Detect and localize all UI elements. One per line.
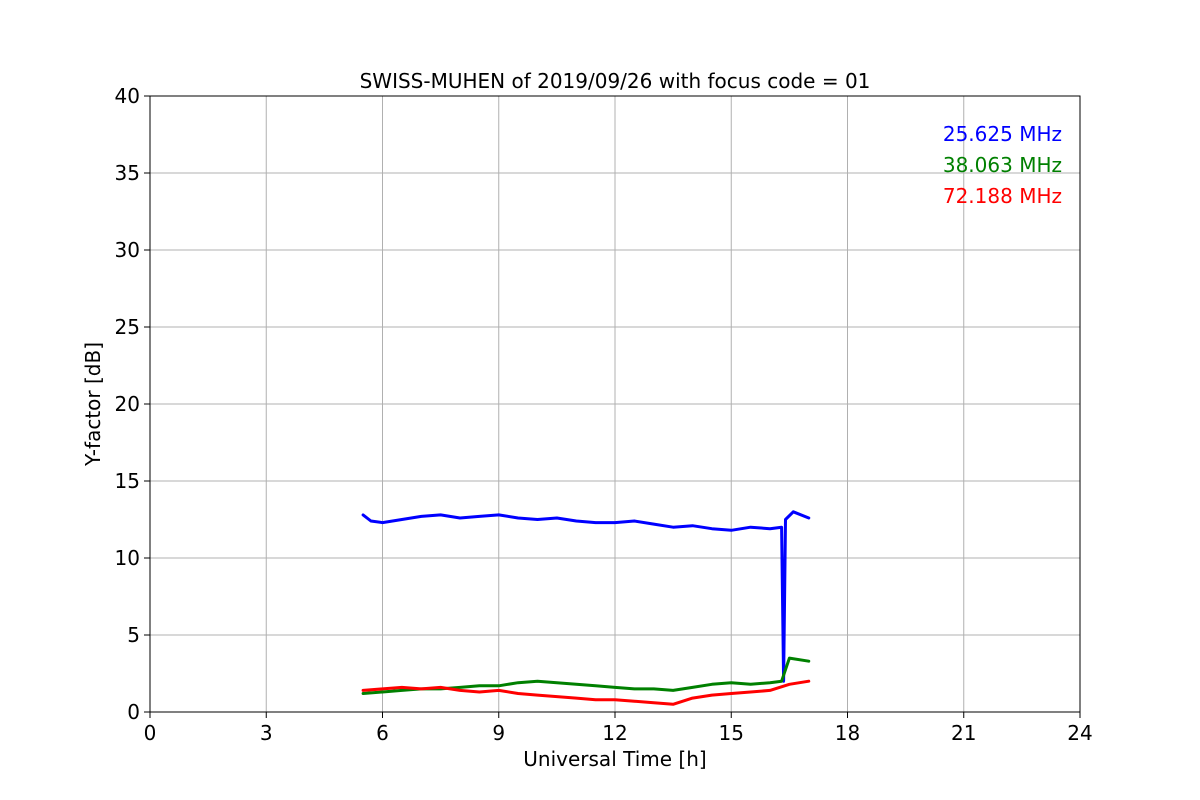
y-tick-label: 40 [115, 84, 140, 108]
x-tick-label: 6 [376, 721, 389, 745]
x-tick-label: 18 [835, 721, 860, 745]
y-tick-label: 0 [127, 700, 140, 724]
x-axis-label: Universal Time [h] [523, 747, 706, 771]
series-line-3 [361, 679, 811, 706]
x-tick-label: 9 [492, 721, 505, 745]
series-line-1 [361, 510, 811, 683]
x-tick-label: 24 [1067, 721, 1092, 745]
y-tick-label: 35 [115, 161, 140, 185]
series-layer [361, 510, 811, 706]
x-tick-label: 0 [144, 721, 157, 745]
y-tick-label: 5 [127, 623, 140, 647]
x-tick-label: 21 [951, 721, 976, 745]
y-tick-label: 15 [115, 469, 140, 493]
y-tick-label: 20 [115, 392, 140, 416]
y-tick-label: 10 [115, 546, 140, 570]
x-tick-label: 3 [260, 721, 273, 745]
x-tick-label: 12 [602, 721, 627, 745]
y-axis-label: Y-factor [dB] [81, 342, 105, 467]
legend-entry-1: 25.625 MHz [943, 122, 1062, 146]
y-tick-label: 30 [115, 238, 140, 262]
legend-entry-2: 38.063 MHz [943, 153, 1062, 177]
x-tick-label: 15 [719, 721, 744, 745]
chart-title: SWISS-MUHEN of 2019/09/26 with focus cod… [360, 69, 871, 93]
tick-layer: 0 3 6 9 12 15 18 21 24 0 5 10 15 20 25 30 35 40 [115, 84, 1093, 745]
y-tick-label: 25 [115, 315, 140, 339]
legend-entry-3: 72.188 MHz [943, 184, 1062, 208]
legend: 25.625 MHz 38.063 MHz 72.188 MHz [943, 122, 1062, 208]
